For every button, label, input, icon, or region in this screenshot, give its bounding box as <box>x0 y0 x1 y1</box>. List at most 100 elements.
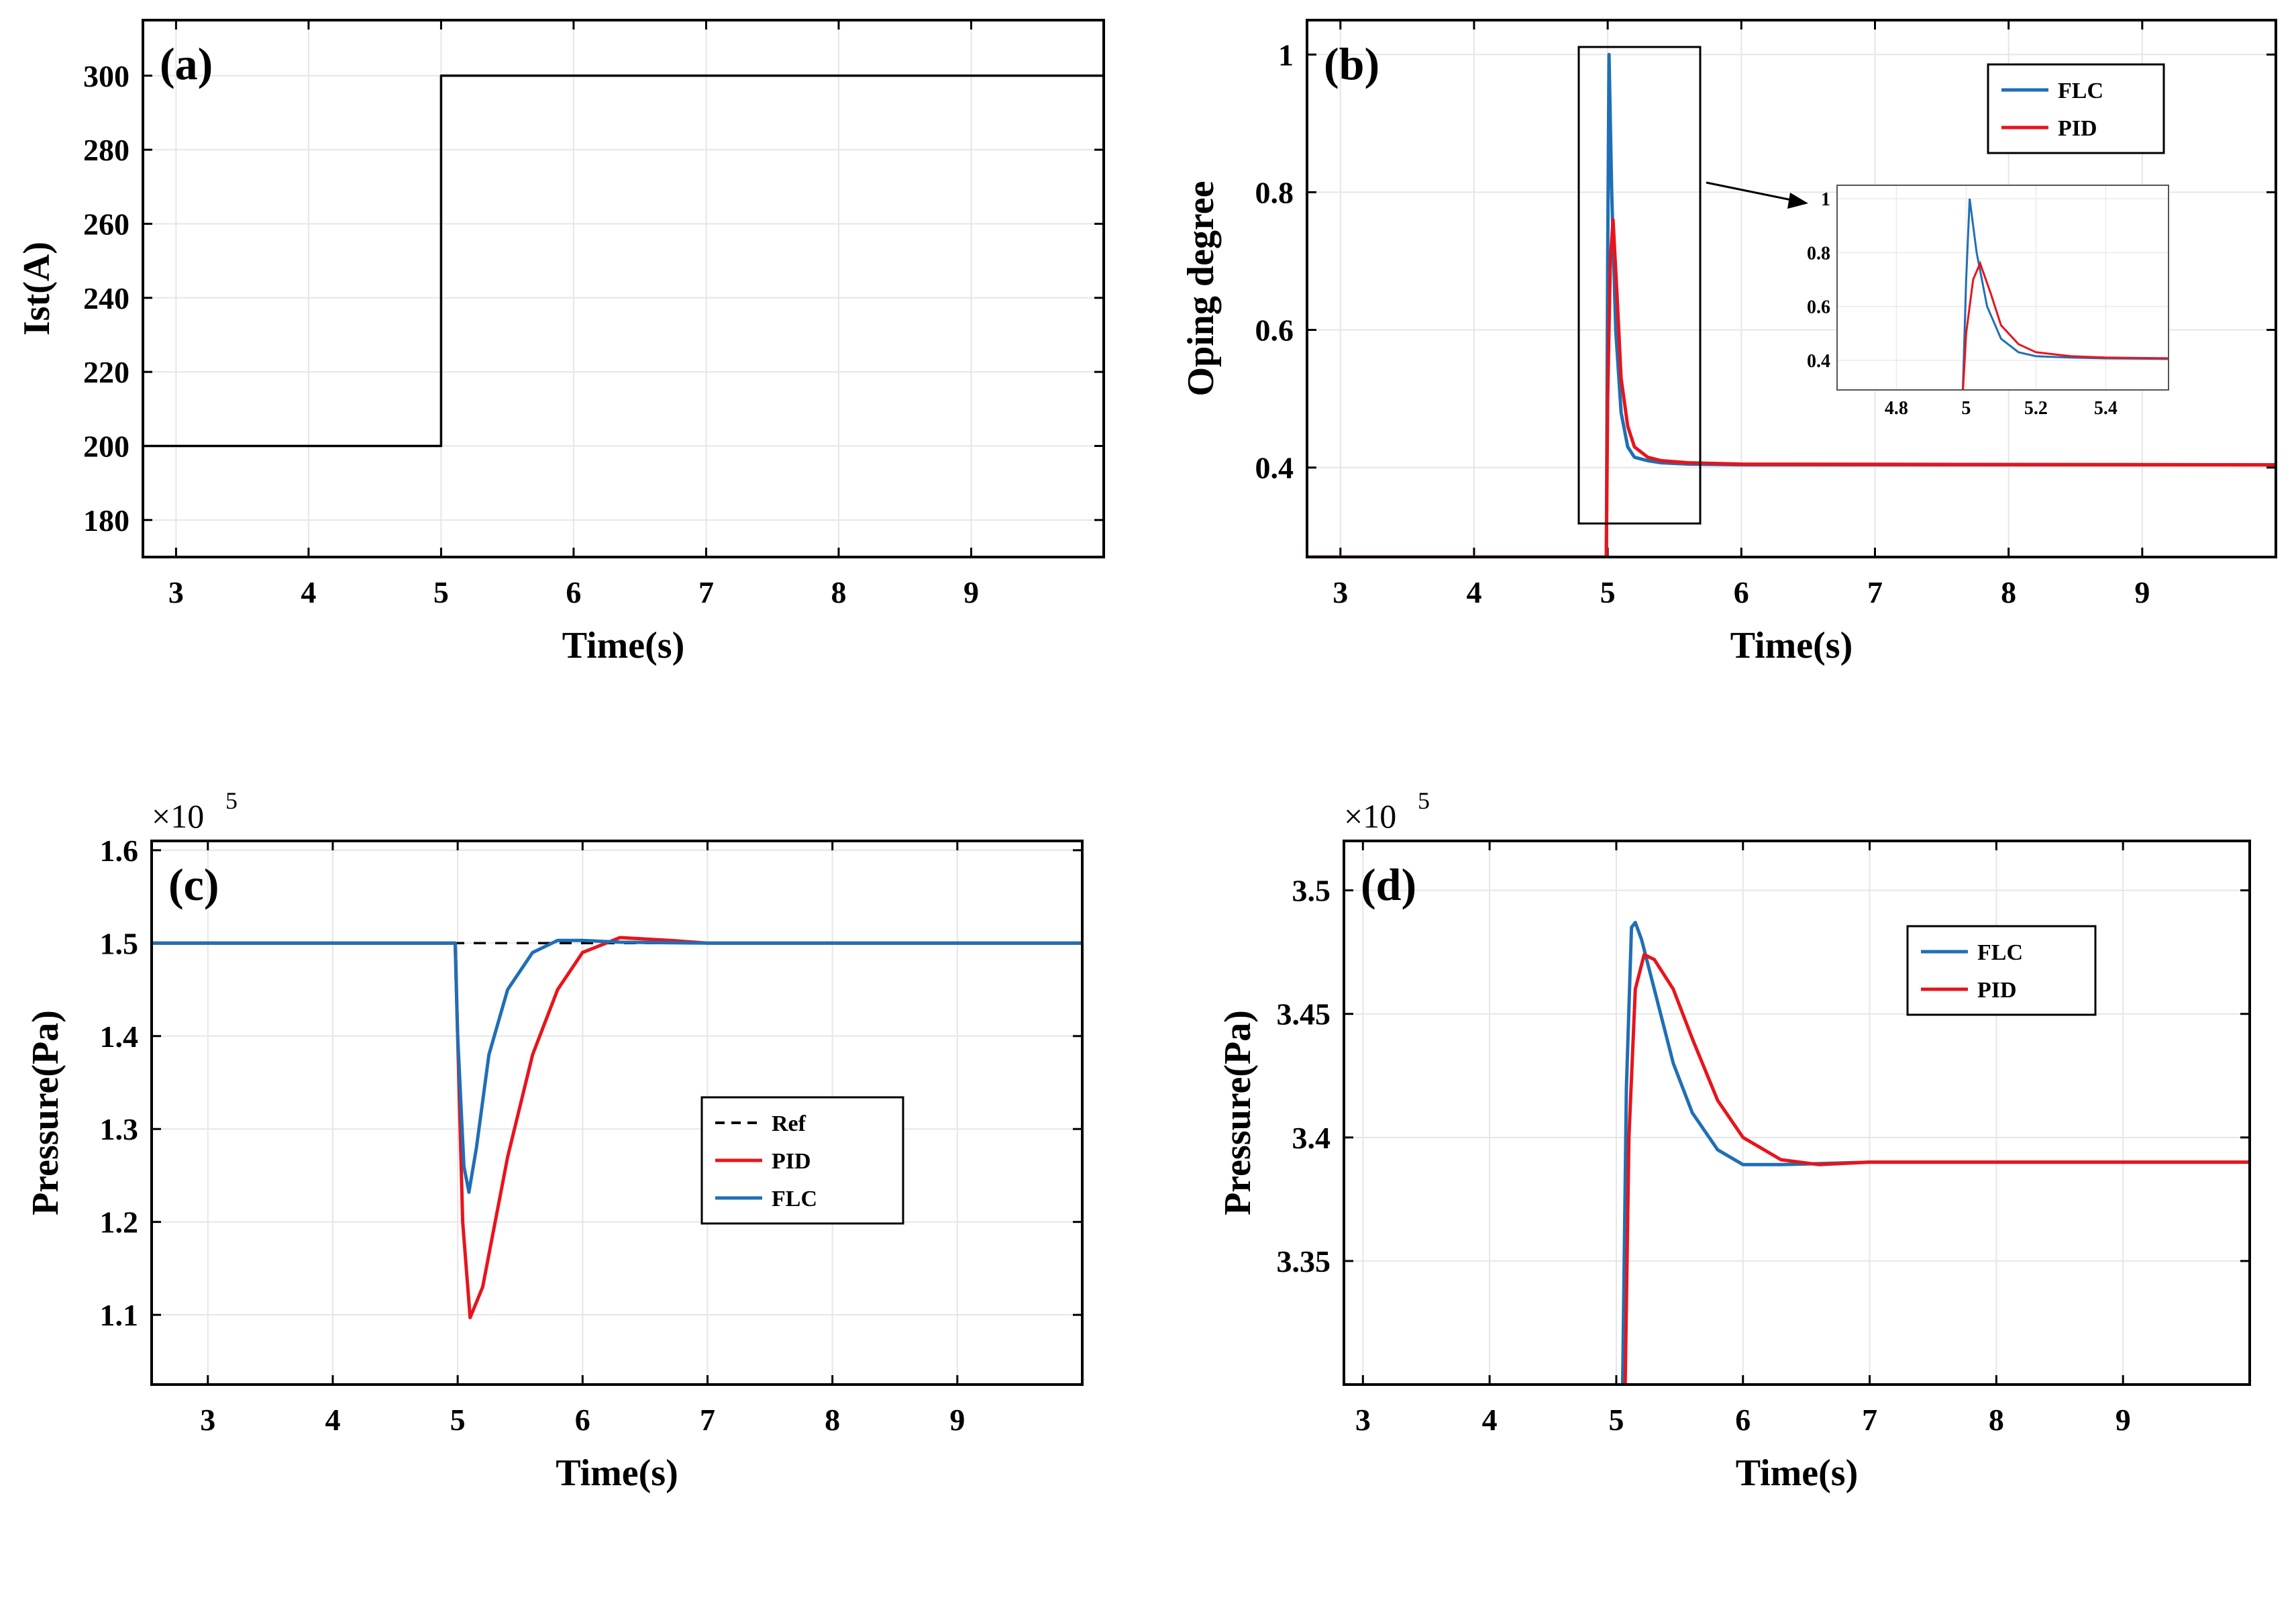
series-line-flc <box>1620 921 2250 1385</box>
panel-tag: (a) <box>160 38 213 89</box>
y-axis-label: Ist(A) <box>16 242 58 336</box>
plot-frame <box>150 840 1084 1386</box>
x-tick-label: 7 <box>1867 575 1883 609</box>
x-tick-label: 3 <box>1333 575 1348 609</box>
inset-series-line-pid <box>1962 260 2169 390</box>
inset-frame <box>1836 185 2169 391</box>
y-tick-label: 1.1 <box>100 1298 139 1332</box>
panel-tag: (c) <box>168 859 219 910</box>
x-tick-label: 8 <box>2001 575 2016 609</box>
legend-label-pid: PID <box>2058 116 2097 141</box>
x-tick-label: 7 <box>700 1403 715 1437</box>
inset-y-tick-label: 1 <box>1821 189 1830 210</box>
x-tick-label: 9 <box>949 1403 965 1437</box>
x-tick-label: 7 <box>698 575 714 609</box>
x-tick-label: 5 <box>450 1403 466 1437</box>
x-tick-label: 4 <box>1482 1403 1498 1437</box>
legend-label-pid: PID <box>1977 978 2017 1003</box>
x-tick-label: 4 <box>325 1403 340 1437</box>
zoom-arrow-head <box>1787 193 1808 209</box>
y-tick-label: 260 <box>83 207 129 241</box>
x-tick-label: 9 <box>963 575 979 609</box>
x-tick-label: 9 <box>2134 575 2150 609</box>
inset-x-tick-label: 4.8 <box>1885 398 1908 419</box>
x-tick-label: 5 <box>1608 1403 1624 1437</box>
y-tick-label: 1.5 <box>100 926 139 960</box>
y-tick-label: 3.35 <box>1277 1244 1331 1279</box>
y-tick-label: 240 <box>83 281 129 315</box>
x-tick-label: 6 <box>1734 575 1749 609</box>
y-tick-label: 1.6 <box>100 834 139 868</box>
legend-box <box>1906 925 2097 1016</box>
inset-y-tick-label: 0.8 <box>1807 243 1830 264</box>
plot-frame <box>1306 19 2277 558</box>
y-tick-label: 200 <box>83 429 129 463</box>
y-tick-label: 300 <box>83 59 129 93</box>
y-axis-label: Pressure(Pa) <box>25 1010 66 1215</box>
y-tick-label: 3.5 <box>1292 874 1331 908</box>
plot-frame <box>1343 840 2251 1386</box>
inset-y-tick-label: 0.4 <box>1807 351 1830 372</box>
legend-label-pid: PID <box>772 1149 811 1174</box>
x-tick-label: 8 <box>825 1403 840 1437</box>
series-line-pid <box>1623 952 2250 1385</box>
inset-x-tick-label: 5 <box>1961 398 1971 419</box>
x-axis-label: Time(s) <box>1730 625 1853 666</box>
panel-b: 3 4 5 6 7 8 9 0.4 0.6 0.8 1 (b) Time(s) Oping degree F… <box>1180 19 2277 666</box>
legend-label-flc: FLC <box>772 1187 817 1211</box>
y-tick-label: 1 <box>1278 38 1294 72</box>
y-multiplier-exponent: 5 <box>225 787 238 814</box>
x-tick-label: 4 <box>301 575 316 609</box>
x-tick-label: 5 <box>1600 575 1616 609</box>
x-tick-label: 6 <box>1735 1403 1751 1437</box>
y-axis-label: Pressure(Pa) <box>1217 1010 1259 1215</box>
x-tick-label: 7 <box>1862 1403 1877 1437</box>
x-tick-label: 3 <box>1355 1403 1371 1437</box>
x-axis-label: Time(s) <box>556 1452 678 1494</box>
x-axis-label: Time(s) <box>1736 1452 1859 1494</box>
panel-d: 3 4 5 6 7 8 9 3.35 3.4 3.45 3.5 (d) Time(s) Pressure(… <box>1217 787 2251 1494</box>
y-tick-label: 3.45 <box>1277 997 1331 1032</box>
panel-a: 3 4 5 6 7 8 9 180 200 220 240 260 280 300 (a) Time(s) Is… <box>16 19 1105 666</box>
y-tick-label: 1.3 <box>100 1112 139 1146</box>
x-tick-label: 4 <box>1466 575 1481 609</box>
inset-x-tick-label: 5.2 <box>2024 398 2048 419</box>
x-tick-label: 3 <box>200 1403 215 1437</box>
y-multiplier: ×10 <box>1344 797 1396 835</box>
x-tick-label: 6 <box>566 575 581 609</box>
panel-tag: (b) <box>1324 38 1379 89</box>
y-multiplier: ×10 <box>152 797 204 835</box>
x-tick-label: 3 <box>168 575 184 609</box>
x-tick-label: 9 <box>2116 1403 2131 1437</box>
y-axis-label: Oping degree <box>1180 181 1222 397</box>
inset-x-tick-label: 5.4 <box>2094 398 2118 419</box>
series-line-ist <box>143 74 1104 448</box>
y-tick-label: 220 <box>83 355 129 389</box>
x-tick-label: 6 <box>575 1403 590 1437</box>
legend-box <box>1987 63 2165 154</box>
x-tick-label: 5 <box>433 575 449 609</box>
x-axis-label: Time(s) <box>562 625 685 666</box>
series-line-pid <box>1307 217 2276 557</box>
series-line-flc <box>152 938 1082 1194</box>
legend-label-flc: FLC <box>2058 79 2103 103</box>
y-tick-label: 1.2 <box>100 1205 139 1240</box>
y-tick-label: 3.4 <box>1292 1121 1331 1155</box>
panel-c: 3 4 5 6 7 8 9 1.1 1.2 1.3 1.4 1.5 1.6 (c) Time(s) Press… <box>25 787 1084 1494</box>
panel-tag: (d) <box>1361 859 1416 910</box>
y-tick-label: 180 <box>83 503 129 538</box>
y-tick-label: 0.4 <box>1255 451 1294 485</box>
series-line-pid <box>152 936 1082 1319</box>
y-tick-label: 280 <box>83 133 129 167</box>
zoom-box <box>1577 46 1702 525</box>
plot-frame <box>142 19 1105 558</box>
legend-label-flc: FLC <box>1977 940 2023 965</box>
zoom-arrow <box>1706 181 1799 203</box>
legend-label-ref: Ref <box>772 1111 806 1136</box>
y-multiplier-exponent: 5 <box>1418 787 1430 814</box>
inset-background <box>1837 185 2169 390</box>
y-tick-label: 0.8 <box>1255 175 1294 209</box>
y-tick-label: 1.4 <box>100 1019 139 1054</box>
x-tick-label: 8 <box>1989 1403 2004 1437</box>
